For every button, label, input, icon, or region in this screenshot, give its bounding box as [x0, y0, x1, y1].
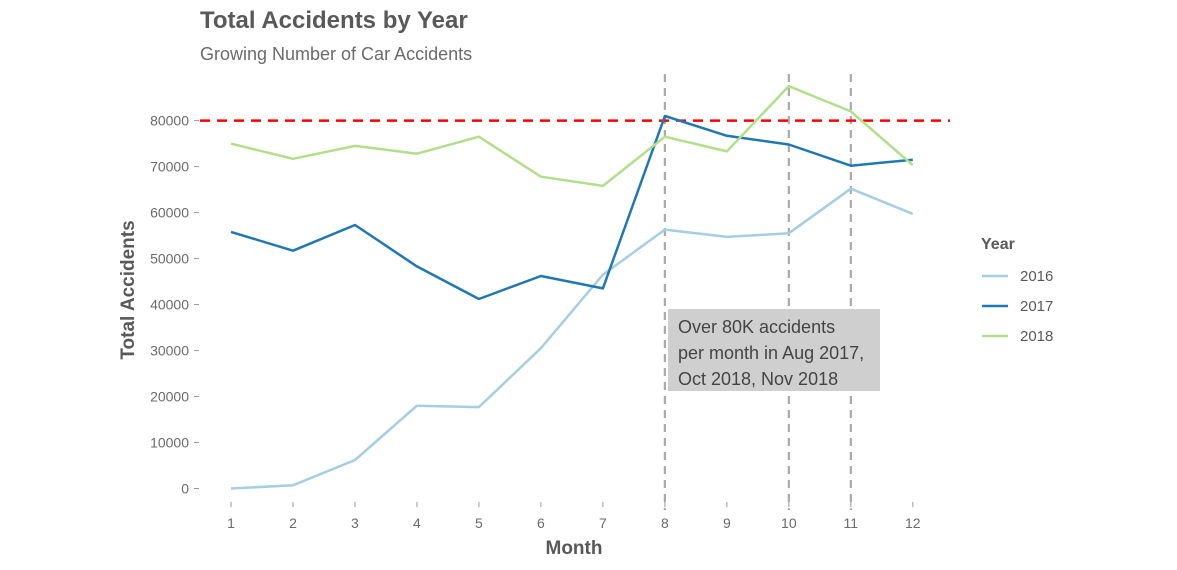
x-axis-ticks: 1 2 3 4 5 6 7 8 9 10 11 12 — [227, 502, 921, 531]
legend: Year 2016 2017 2018 — [981, 236, 1053, 345]
legend-label: 2017 — [1020, 298, 1053, 315]
y-tick-label: 20000 — [150, 389, 189, 405]
y-tick-label: 70000 — [150, 159, 189, 175]
chart-subtitle: Growing Number of Car Accidents — [200, 44, 473, 64]
legend-label: 2018 — [1020, 328, 1053, 345]
annotation-line: Over 80K accidents — [678, 317, 836, 337]
x-axis-title: Month — [546, 538, 603, 559]
y-tick-label: 40000 — [150, 297, 189, 313]
y-tick-label: 0 — [181, 481, 189, 497]
x-tick-label: 8 — [661, 515, 669, 531]
x-tick-label: 12 — [905, 515, 921, 531]
y-axis-title: Total Accidents — [118, 220, 139, 359]
x-tick-label: 4 — [413, 515, 421, 531]
x-tick-label: 1 — [227, 515, 235, 531]
y-tick-label: 10000 — [150, 435, 189, 451]
series-line-2018 — [230, 84, 914, 188]
x-tick-label: 10 — [781, 515, 797, 531]
y-tick-label: 30000 — [150, 343, 189, 359]
x-tick-label: 5 — [475, 515, 483, 531]
x-tick-label: 9 — [723, 515, 731, 531]
annotation-line: Oct 2018, Nov 2018 — [678, 369, 839, 389]
y-axis-ticks: 0 10000 20000 30000 40000 50000 60000 70000 8000… — [150, 113, 199, 497]
series-line-2016 — [230, 187, 914, 490]
annotation-line: per month in Aug 2017, — [678, 343, 865, 363]
x-tick-label: 7 — [599, 515, 607, 531]
legend-label: 2016 — [1020, 268, 1053, 285]
x-tick-label: 6 — [537, 515, 545, 531]
series-lines — [230, 84, 914, 490]
y-tick-label: 80000 — [150, 113, 189, 129]
x-tick-label: 3 — [351, 515, 359, 531]
y-tick-label: 50000 — [150, 251, 189, 267]
x-tick-label: 2 — [289, 515, 297, 531]
legend-title: Year — [981, 236, 1015, 253]
series-line-2017 — [230, 114, 913, 301]
vertical-reference-lines — [663, 74, 852, 510]
chart-title: Total Accidents by Year — [200, 7, 468, 34]
y-tick-label: 60000 — [150, 205, 189, 221]
x-tick-label: 11 — [844, 515, 859, 531]
annotation-box: Over 80K accidents per month in Aug 2017… — [668, 309, 880, 391]
